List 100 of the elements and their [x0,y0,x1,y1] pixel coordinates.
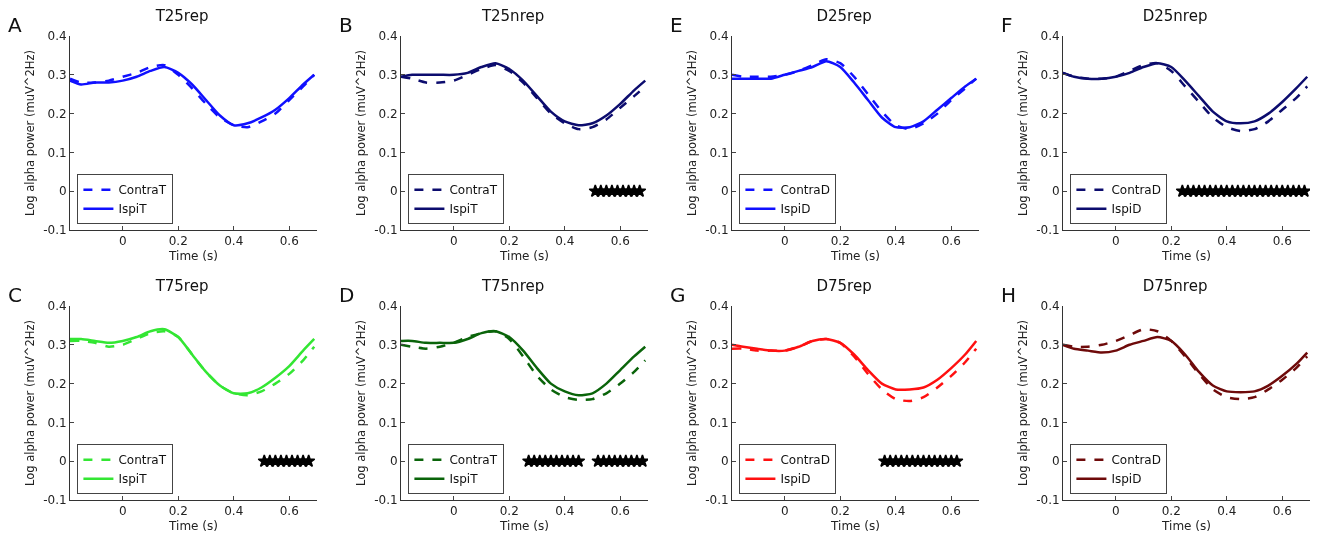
y-axis-title: Log alpha power (muV^2Hz) [1015,320,1030,486]
legend-label: ContraT [118,183,167,198]
y-tick-label: 0.3 [47,338,67,352]
x-tick-label: 0.2 [1161,234,1181,249]
x-tick-label: 0.4 [1217,234,1237,249]
text: C [8,283,22,307]
legend-label: IspiD [1111,202,1142,217]
y-axis-title: Log alpha power (muV^2Hz) [684,320,699,486]
text: G [670,283,686,307]
y-tick-label: 0.2 [709,106,729,121]
y-tick-label: 0.1 [47,415,67,430]
y-tick-label: 0.4 [709,299,729,314]
chart-title: D75nrep [1142,277,1208,296]
y-tick-label: 0 [1051,184,1060,199]
x-tick-label: 0.2 [1161,504,1181,519]
legend-label: ContraD [780,453,830,468]
y-tick-label: 0.4 [47,29,67,44]
y-axis-title: Log alpha power (muV^2Hz) [684,50,699,216]
x-tick-label: 0 [1111,504,1120,519]
legend-label: ContraT [449,453,498,468]
y-tick-label: 0 [1051,454,1060,469]
y-tick-label: 0.2 [1040,376,1060,391]
x-tick-label: 0.6 [610,234,630,249]
y-tick-label: -0.1 [374,493,398,508]
y-tick-label: 0.4 [378,299,398,314]
y-tick-label: 0.3 [1040,338,1060,352]
y-tick-label: 0.1 [378,415,398,430]
legend-label: IspiT [118,472,148,487]
y-tick-label: -0.1 [1036,493,1060,508]
y-tick-label: 0 [720,454,729,469]
x-tick-label: 0 [118,234,127,249]
chart-title: T25rep [154,7,209,26]
x-tick-label: 0 [449,504,458,519]
legend-label: IspiD [780,472,811,487]
y-tick-label: -0.1 [1036,223,1060,238]
y-tick-label: 0.3 [378,338,398,352]
y-tick-label: 0.1 [47,145,67,160]
y-tick-label: 0.3 [709,338,729,352]
x-tick-label: 0.6 [610,504,630,519]
y-axis-title: Log alpha power (muV^2Hz) [1015,50,1030,216]
x-tick-label: 0.6 [1272,504,1292,519]
x-axis-title: Time (s) [168,519,218,534]
x-tick-label: 0.2 [168,504,188,519]
chart-title: D75rep [816,277,872,296]
x-tick-label: 0.2 [499,504,519,519]
y-tick-label: 0.2 [1040,106,1060,121]
text: E [670,13,683,37]
y-tick-label: 0.2 [378,106,398,121]
x-tick-label: 0.4 [224,504,244,519]
y-tick-label: 0.3 [1040,68,1060,82]
x-tick-label: 0.2 [830,504,850,519]
chart-title: T75rep [154,277,209,296]
x-tick-label: 0.2 [168,234,188,249]
text: D [339,283,355,307]
legend-label: IspiT [449,202,479,217]
x-tick-label: 0.4 [886,504,906,519]
y-tick-label: 0.1 [1040,415,1060,430]
line-series [732,337,978,403]
legend-label: IspiT [118,202,148,217]
y-tick-label: 0.4 [1040,299,1060,314]
legend-label: ContraT [449,183,498,198]
x-tick-label: 0.4 [886,234,906,249]
y-tick-label: 0.4 [709,29,729,44]
chart-title: T75nrep [480,277,545,296]
chart-title: D25nrep [1142,7,1208,26]
text: F [1001,13,1013,37]
chart-title: D25rep [816,7,872,26]
y-tick-label: -0.1 [705,493,729,508]
y-tick-label: 0.1 [378,145,398,160]
x-tick-label: 0.4 [555,234,575,249]
x-axis-title: Time (s) [830,249,880,264]
x-tick-label: 0.4 [224,234,244,249]
x-axis-title: Time (s) [168,249,218,264]
y-tick-label: 0.3 [709,68,729,82]
y-tick-label: 0.4 [378,29,398,44]
x-tick-label: 0 [780,504,789,519]
y-tick-label: 0.3 [378,68,398,82]
legend-label: ContraD [780,183,830,198]
legend-label: ContraD [1111,183,1161,198]
y-tick-label: 0 [389,454,398,469]
x-tick-label: 0.6 [941,504,961,519]
x-tick-label: 0.4 [555,504,575,519]
y-tick-label: 0.3 [47,68,67,82]
y-tick-label: 0.2 [709,376,729,391]
x-tick-label: 0 [118,504,127,519]
x-axis-title: Time (s) [1161,519,1211,534]
chart-title: T25nrep [480,7,545,26]
y-tick-label: 0.1 [709,145,729,160]
y-tick-label: 0.4 [1040,29,1060,44]
y-tick-label: -0.1 [705,223,729,238]
text: A [8,13,22,37]
x-axis-title: Time (s) [1161,249,1211,264]
text: H [1001,283,1017,307]
x-tick-label: 0.6 [941,234,961,249]
x-tick-label: 0.4 [1217,504,1237,519]
legend-label: ContraT [118,453,167,468]
x-axis-title: Time (s) [499,519,549,534]
x-tick-label: 0.6 [279,504,299,519]
x-tick-label: 0 [1111,234,1120,249]
y-tick-label: 0 [58,454,67,469]
